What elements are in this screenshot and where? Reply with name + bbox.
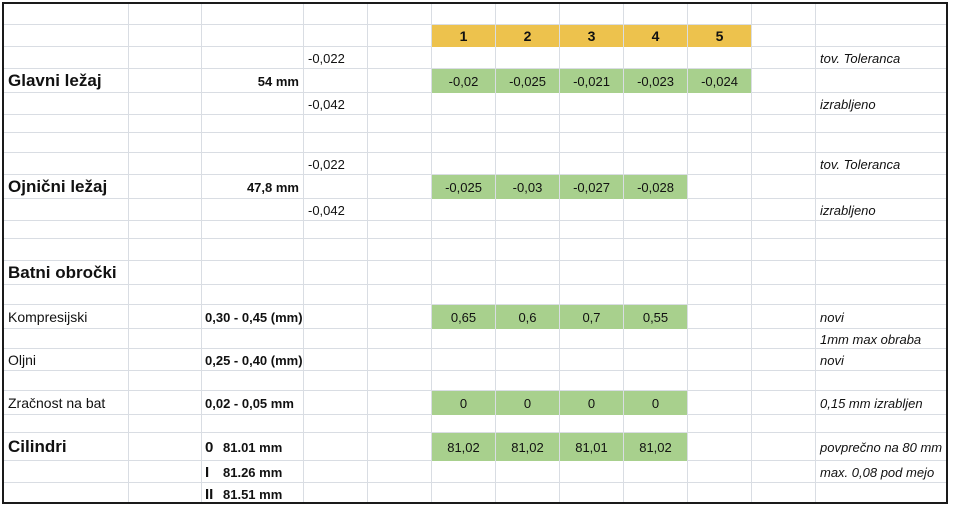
- batni-title[interactable]: Batni obročki: [8, 263, 117, 282]
- grid-row-line: [4, 220, 946, 221]
- cilindri-title[interactable]: Cilindri: [8, 437, 67, 456]
- glavni-tol-bottom[interactable]: -0,042: [308, 96, 345, 112]
- kompresijski-value-4[interactable]: 0,55: [624, 305, 687, 329]
- cilindri-row-0[interactable]: 0 81.01 mm: [201, 433, 303, 461]
- cilindri-note-2[interactable]: max. 0,08 pod mejo: [820, 464, 935, 480]
- ojnicni-title[interactable]: Ojnični ležaj: [8, 177, 108, 196]
- ojnicni-value-4[interactable]: -0,028: [624, 175, 687, 199]
- grid-col-line: [367, 4, 368, 502]
- zracnost-value-4[interactable]: 0: [624, 391, 687, 415]
- kompresijski-value-2[interactable]: 0,6: [496, 305, 559, 329]
- kompresijski-label[interactable]: Kompresijski: [8, 309, 88, 325]
- grid-col-line: [303, 4, 304, 502]
- ojnicni-tol-bottom[interactable]: -0,042: [308, 202, 345, 218]
- grid-col-line: [751, 4, 752, 502]
- grid-col-line: [128, 4, 129, 502]
- ojnicni-value-3[interactable]: -0,027: [560, 175, 623, 199]
- grid-row-line: [4, 24, 946, 25]
- grid-row-line: [4, 114, 946, 115]
- cilindri-value-2[interactable]: 81,02: [496, 433, 559, 461]
- grid-row-line: [4, 238, 946, 239]
- grid-row-line: [4, 370, 946, 371]
- glavni-value-4[interactable]: -0,023: [624, 69, 687, 93]
- zracnost-label[interactable]: Zračnost na bat: [8, 395, 106, 411]
- ojnicni-tol-top[interactable]: -0,022: [308, 156, 345, 172]
- kompresijski-value-1[interactable]: 0,65: [432, 305, 495, 329]
- cilindri-row-2[interactable]: II 81.51 mm: [201, 483, 303, 503]
- header-col-2[interactable]: 2: [496, 25, 559, 47]
- ojnicni-size[interactable]: 47,8 mm: [246, 179, 299, 195]
- cilindri-row-2-value: 81.51 mm: [223, 486, 283, 502]
- grid-row-line: [4, 68, 946, 69]
- glavni-note-top[interactable]: tov. Toleranca: [820, 50, 901, 66]
- zracnost-value-1[interactable]: 0: [432, 391, 495, 415]
- kompresijski-note-2[interactable]: 1mm max obraba: [820, 331, 922, 347]
- grid-col-line: [815, 4, 816, 502]
- oljni-note[interactable]: novi: [820, 352, 844, 368]
- header-col-1[interactable]: 1: [432, 25, 495, 47]
- grid-row-line: [4, 284, 946, 285]
- grid-col-line: [431, 4, 432, 502]
- grid-col-line: [495, 4, 496, 502]
- header-col-4[interactable]: 4: [624, 25, 687, 47]
- kompresijski-note[interactable]: novi: [820, 309, 844, 325]
- header-col-5[interactable]: 5: [688, 25, 751, 47]
- cilindri-row-1-index: I: [205, 463, 210, 481]
- cilindri-row-2-index: II: [205, 485, 214, 503]
- ojnicni-note-bottom[interactable]: izrabljeno: [820, 202, 876, 218]
- cilindri-value-1[interactable]: 81,02: [432, 433, 495, 461]
- zracnost-note[interactable]: 0,15 mm izrabljen: [820, 395, 923, 411]
- grid-col-line: [687, 4, 688, 502]
- zracnost-range[interactable]: 0,02 - 0,05 mm: [205, 395, 294, 411]
- glavni-value-1[interactable]: -0,02: [432, 69, 495, 93]
- grid-row-line: [4, 132, 946, 133]
- ojnicni-note-top[interactable]: tov. Toleranca: [820, 156, 901, 172]
- grid-col-line: [623, 4, 624, 502]
- cilindri-row-1-value: 81.26 mm: [223, 464, 283, 480]
- kompresijski-range[interactable]: 0,30 - 0,45 (mm): [205, 309, 303, 325]
- grid-row-line: [4, 152, 946, 153]
- zracnost-value-3[interactable]: 0: [560, 391, 623, 415]
- cilindri-row-0-value: 81.01 mm: [223, 439, 283, 455]
- grid-col-line: [201, 4, 202, 502]
- kompresijski-value-3[interactable]: 0,7: [560, 305, 623, 329]
- cilindri-row-0-index: 0: [205, 438, 214, 456]
- grid-row-line: [4, 348, 946, 349]
- ojnicni-value-1[interactable]: -0,025: [432, 175, 495, 199]
- glavni-size[interactable]: 54 mm: [257, 73, 299, 89]
- grid-row-line: [4, 482, 946, 483]
- cilindri-value-4[interactable]: 81,02: [624, 433, 687, 461]
- cilindri-note[interactable]: povprečno na 80 mm: [820, 439, 943, 455]
- glavni-title[interactable]: Glavni ležaj: [8, 71, 102, 90]
- header-col-3[interactable]: 3: [560, 25, 623, 47]
- ojnicni-value-2[interactable]: -0,03: [496, 175, 559, 199]
- zracnost-value-2[interactable]: 0: [496, 391, 559, 415]
- cilindri-row-1[interactable]: I 81.26 mm: [201, 461, 303, 483]
- oljni-range[interactable]: 0,25 - 0,40 (mm): [205, 352, 303, 368]
- grid-row-line: [4, 260, 946, 261]
- glavni-value-2[interactable]: -0,025: [496, 69, 559, 93]
- grid-row-line: [4, 390, 946, 391]
- grid-row-line: [4, 304, 946, 305]
- oljni-label[interactable]: Oljni: [8, 352, 37, 368]
- glavni-value-5[interactable]: -0,024: [688, 69, 751, 93]
- glavni-tol-top[interactable]: -0,022: [308, 50, 345, 66]
- grid-row-line: [4, 174, 946, 175]
- glavni-value-3[interactable]: -0,021: [560, 69, 623, 93]
- cilindri-value-3[interactable]: 81,01: [560, 433, 623, 461]
- grid-col-line: [559, 4, 560, 502]
- grid-row-line: [4, 432, 946, 433]
- glavni-note-bottom[interactable]: izrabljeno: [820, 96, 876, 112]
